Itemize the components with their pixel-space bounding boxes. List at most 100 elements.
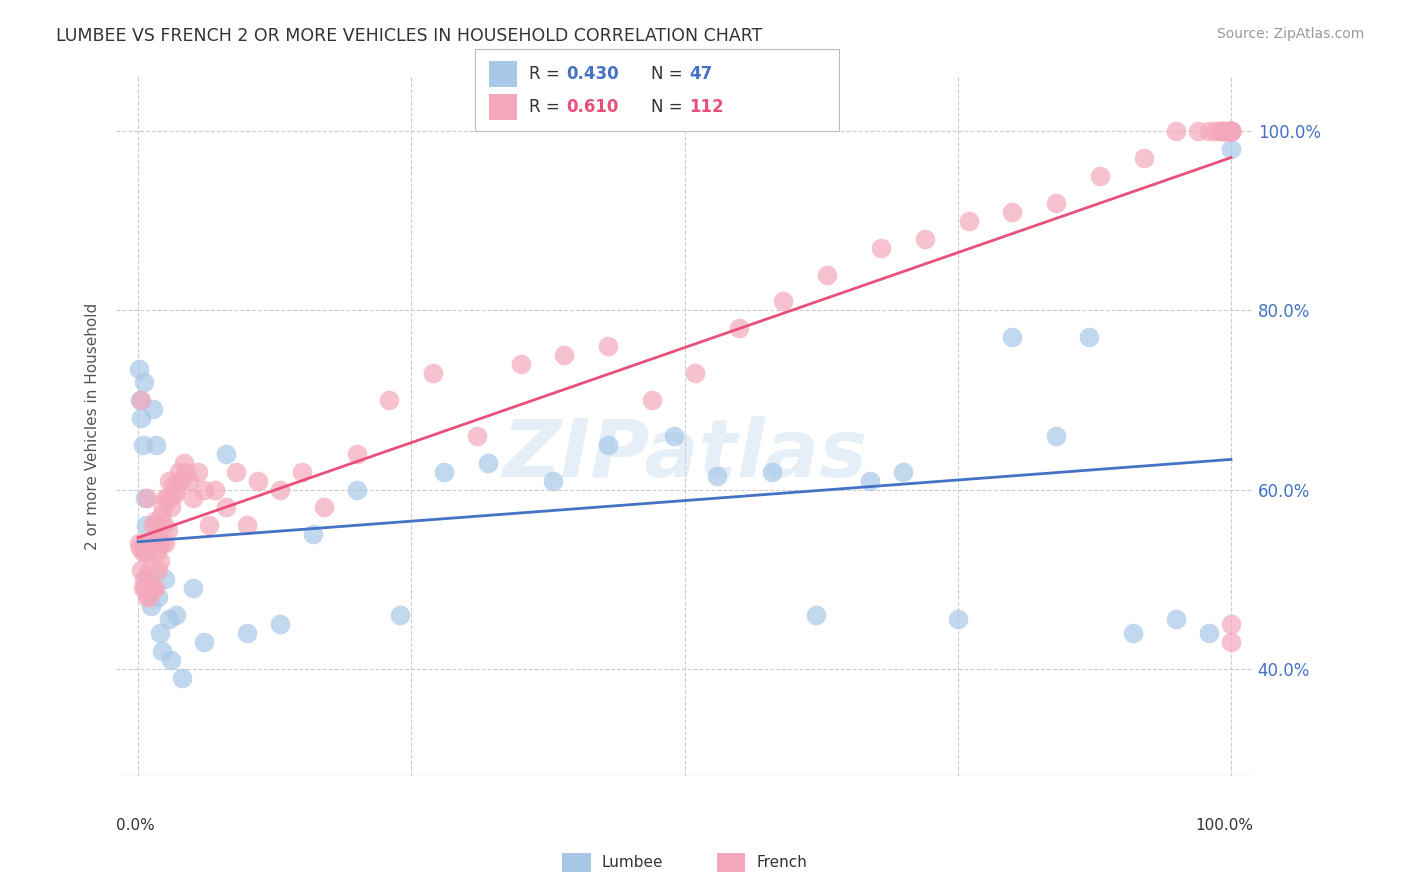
Point	[1220, 124, 1243, 138]
Point	[543, 474, 565, 488]
Point	[1211, 124, 1233, 138]
Point	[596, 339, 619, 353]
Point	[156, 523, 179, 537]
Point	[162, 478, 184, 492]
Point	[135, 545, 157, 559]
Point	[157, 612, 180, 626]
Text: 47: 47	[689, 65, 713, 83]
Point	[641, 392, 664, 407]
Point	[157, 474, 180, 488]
Point	[138, 572, 160, 586]
Point	[145, 545, 167, 559]
Point	[1122, 625, 1144, 640]
Point	[142, 581, 165, 595]
Point	[269, 483, 291, 497]
Text: ZIPatlas: ZIPatlas	[502, 416, 868, 494]
Point	[139, 581, 162, 595]
Point	[146, 518, 169, 533]
Point	[1219, 124, 1241, 138]
Point	[153, 518, 176, 533]
Point	[152, 500, 174, 515]
Point	[1220, 124, 1243, 138]
Point	[149, 554, 172, 568]
Point	[1212, 124, 1234, 138]
Point	[1001, 330, 1024, 344]
Point	[346, 483, 368, 497]
Point	[1198, 124, 1220, 138]
Point	[957, 214, 980, 228]
Point	[772, 294, 794, 309]
Text: R =: R =	[529, 65, 565, 83]
Text: French: French	[756, 855, 807, 870]
Point	[143, 536, 166, 550]
Point	[1220, 124, 1243, 138]
Point	[155, 536, 177, 550]
Point	[148, 536, 170, 550]
Point	[160, 500, 183, 515]
Point	[134, 581, 156, 595]
Point	[138, 563, 160, 577]
Point	[165, 487, 187, 501]
Point	[247, 474, 270, 488]
Point	[131, 438, 153, 452]
Point	[465, 429, 488, 443]
Point	[131, 410, 153, 425]
Point	[131, 392, 153, 407]
Point	[477, 456, 499, 470]
Point	[1213, 124, 1236, 138]
Point	[160, 653, 183, 667]
Y-axis label: 2 or more Vehicles in Household: 2 or more Vehicles in Household	[86, 303, 100, 550]
Point	[1209, 124, 1232, 138]
Point	[1220, 635, 1243, 649]
Point	[1220, 124, 1243, 138]
Point	[134, 545, 156, 559]
Point	[422, 366, 444, 380]
Point	[1204, 124, 1226, 138]
Point	[1045, 429, 1067, 443]
Point	[145, 532, 167, 546]
Point	[155, 491, 177, 506]
Point	[173, 456, 195, 470]
Point	[1220, 616, 1243, 631]
Point	[291, 465, 314, 479]
Point	[728, 321, 751, 335]
Point	[346, 447, 368, 461]
Text: LUMBEE VS FRENCH 2 OR MORE VEHICLES IN HOUSEHOLD CORRELATION CHART: LUMBEE VS FRENCH 2 OR MORE VEHICLES IN H…	[56, 27, 762, 45]
Point	[136, 536, 159, 550]
Point	[1218, 124, 1240, 138]
Point	[1218, 124, 1240, 138]
Point	[159, 491, 181, 506]
Text: 0.610: 0.610	[567, 98, 619, 116]
Point	[170, 671, 193, 685]
Point	[155, 491, 177, 506]
Point	[1220, 124, 1243, 138]
Point	[138, 590, 160, 604]
Point	[312, 500, 335, 515]
Point	[131, 581, 153, 595]
Point	[509, 357, 531, 371]
Point	[870, 241, 893, 255]
Point	[141, 581, 163, 595]
Point	[1198, 625, 1220, 640]
Point	[155, 572, 177, 586]
Point	[179, 474, 201, 488]
Point	[139, 536, 162, 550]
Point	[143, 514, 166, 528]
Point	[269, 616, 291, 631]
Text: Lumbee: Lumbee	[602, 855, 664, 870]
Point	[302, 527, 325, 541]
Point	[378, 392, 401, 407]
Point	[685, 366, 707, 380]
Point	[553, 348, 575, 362]
Point	[914, 232, 936, 246]
Point	[131, 545, 153, 559]
Point	[1219, 124, 1241, 138]
Point	[193, 635, 215, 649]
Point	[761, 465, 783, 479]
Point	[129, 541, 152, 555]
Point	[141, 599, 163, 613]
Point	[1220, 124, 1243, 138]
Point	[132, 375, 155, 389]
Point	[141, 536, 163, 550]
Point	[165, 607, 187, 622]
